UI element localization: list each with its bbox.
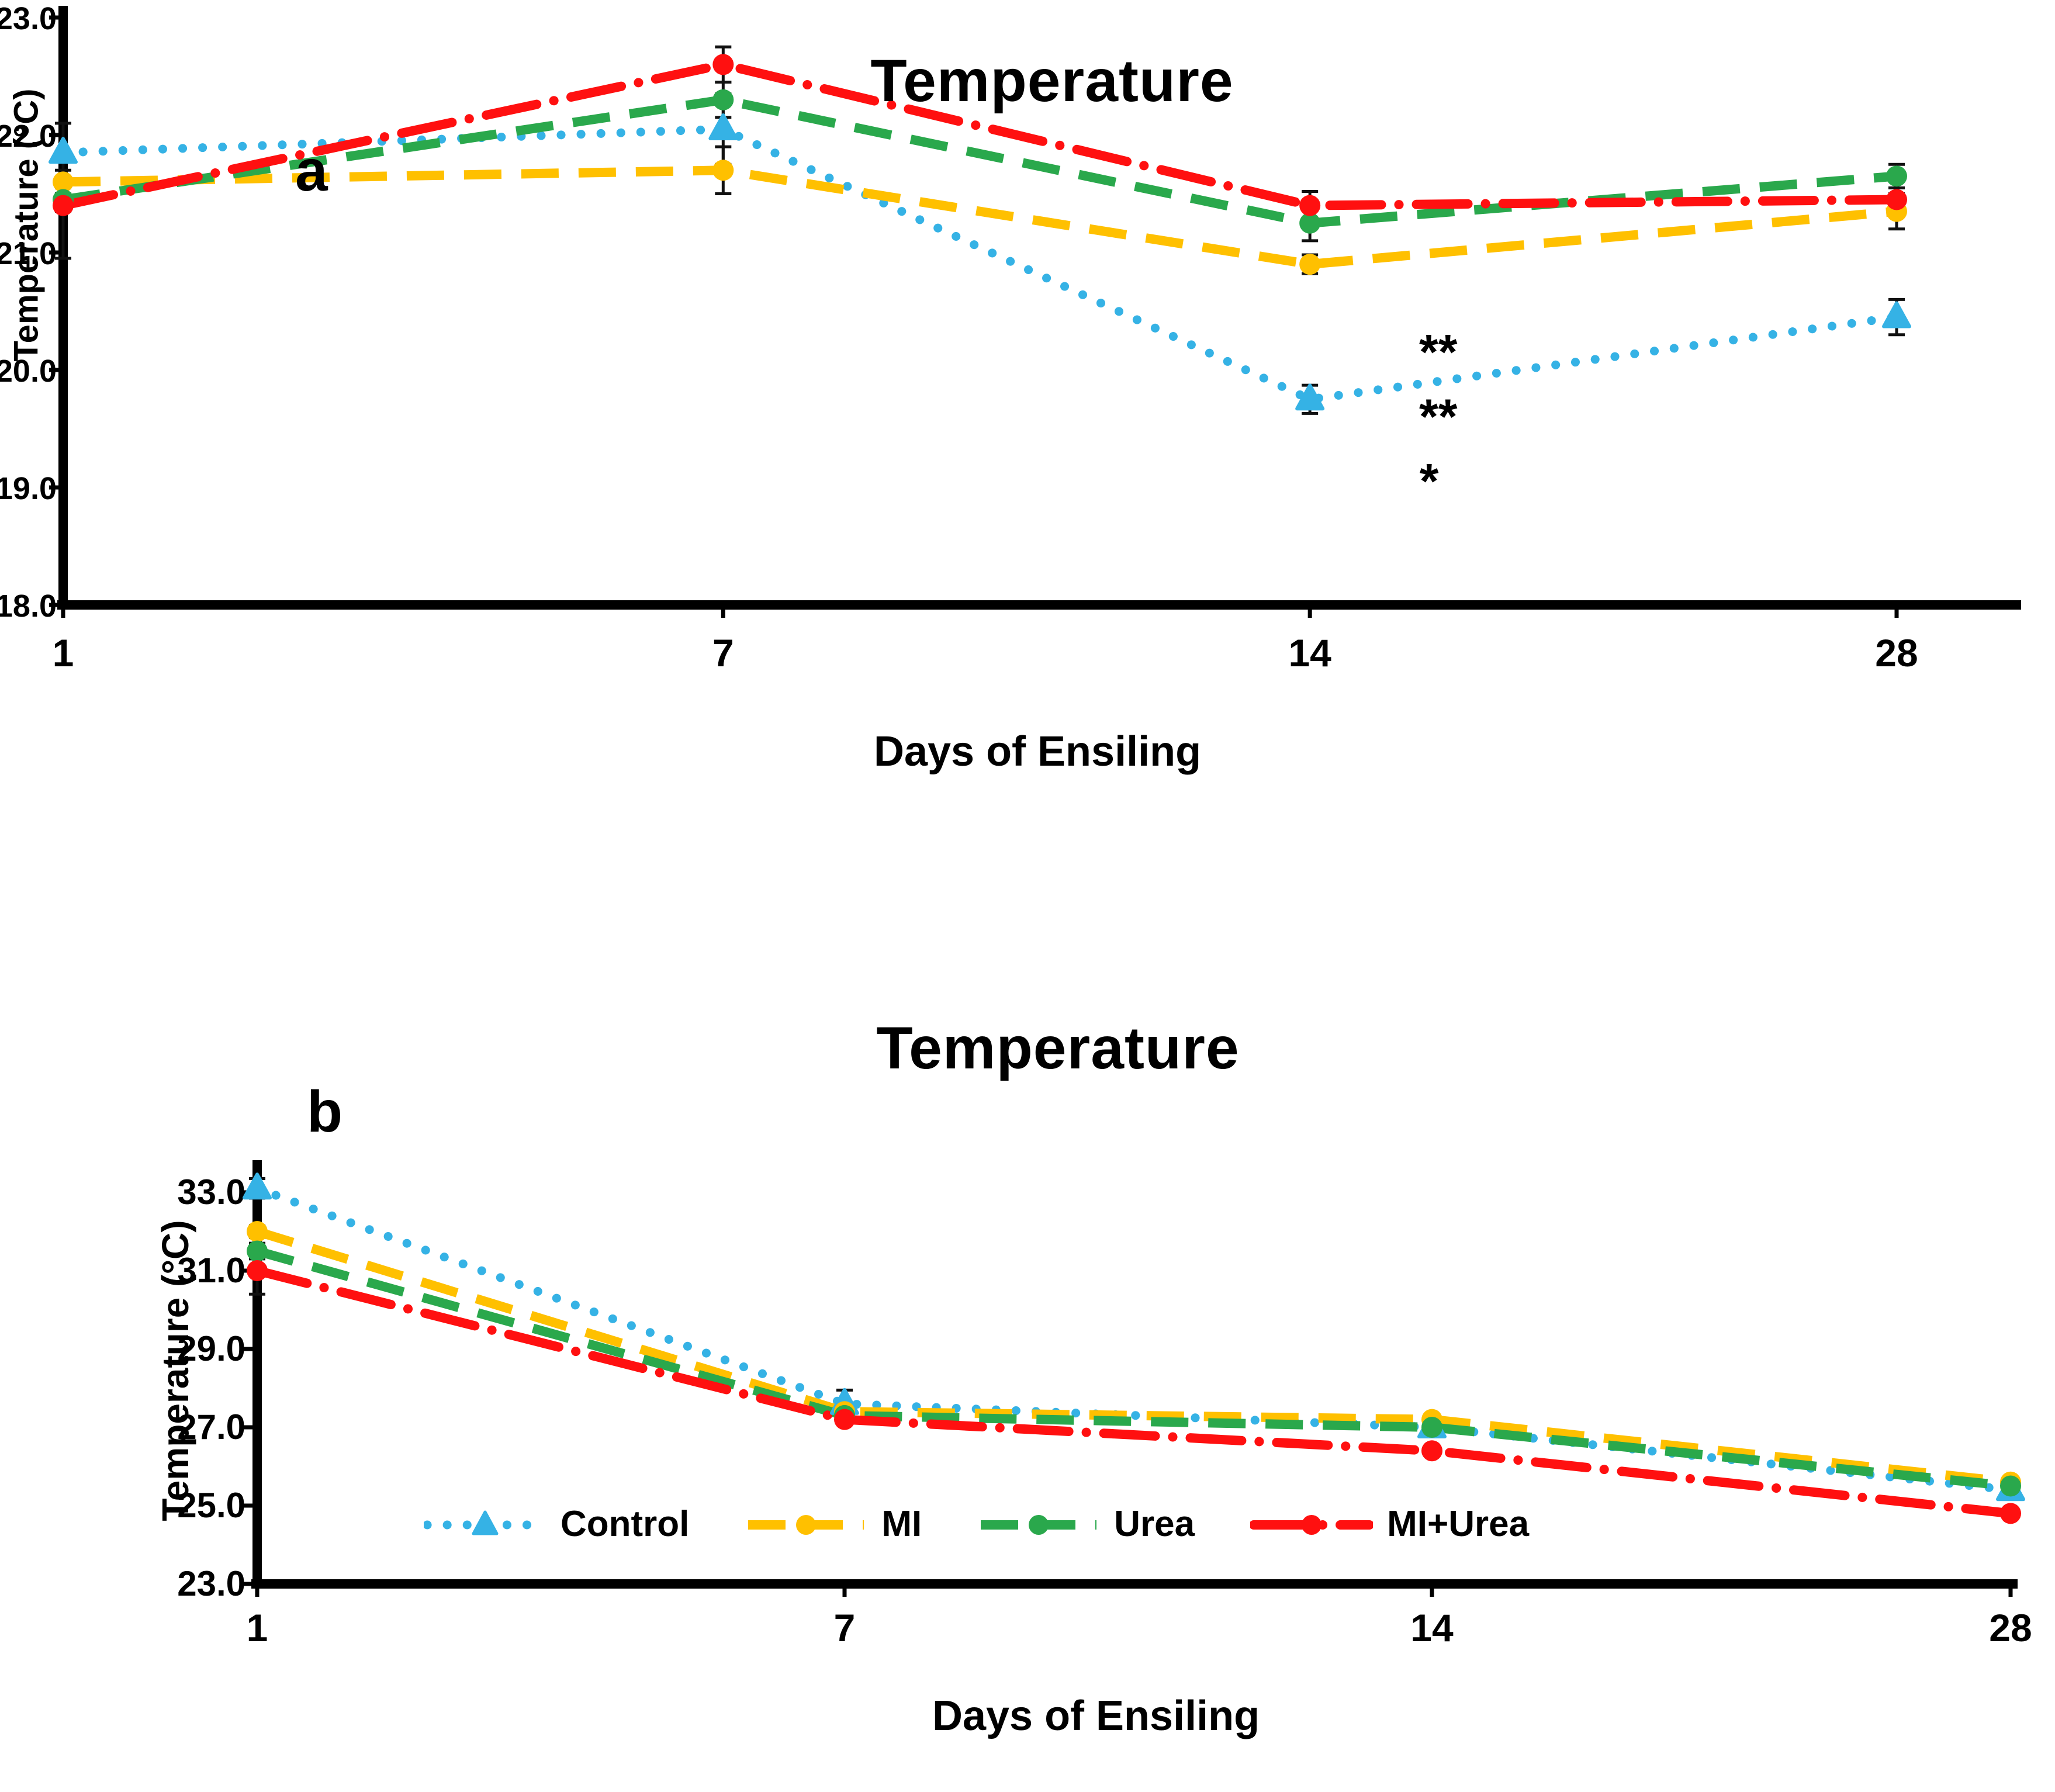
svg-text:28: 28	[1989, 1606, 2032, 1649]
legend-label-mi: MI	[881, 1504, 922, 1544]
chart-b-x-axis-label: Days of Ensiling	[932, 1693, 1260, 1739]
chart-a-x-axis-label: Days of Ensiling	[873, 728, 1202, 775]
legend: Control MI Urea MI+Urea	[423, 1503, 1530, 1545]
svg-text:**: **	[1419, 324, 1458, 379]
svg-text:14: 14	[1410, 1606, 1454, 1649]
panel-b-label: b	[307, 1079, 343, 1144]
svg-text:7: 7	[712, 631, 734, 674]
svg-text:14: 14	[1288, 631, 1331, 674]
chart-b-plot: 33.0 31.0 29.0 27.0 25.0 23.0 1 7 14 28	[0, 1140, 2055, 1669]
svg-text:27.0: 27.0	[177, 1407, 245, 1447]
legend-item-control: Control	[423, 1503, 690, 1545]
svg-text:25.0: 25.0	[177, 1486, 245, 1525]
legend-label-mi-urea: MI+Urea	[1387, 1504, 1530, 1544]
svg-text:20.0: 20.0	[0, 354, 57, 389]
svg-text:23.0: 23.0	[0, 1, 57, 36]
svg-text:33.0: 33.0	[177, 1172, 245, 1212]
svg-text:**: **	[1419, 389, 1458, 444]
svg-text:21.0: 21.0	[0, 236, 57, 271]
svg-text:1: 1	[247, 1606, 268, 1649]
legend-item-mi: MI	[745, 1503, 922, 1545]
chart-a-title: Temperature	[870, 47, 1234, 114]
legend-label-urea: Urea	[1114, 1504, 1195, 1544]
mi-line-sample-icon	[745, 1504, 867, 1545]
svg-text:19.0: 19.0	[0, 471, 57, 506]
legend-item-mi-urea: MI+Urea	[1249, 1503, 1530, 1545]
chart-b-y-axis-label: Temperature (°C)	[154, 1220, 196, 1521]
mi-urea-line-sample-icon	[1249, 1504, 1375, 1545]
legend-item-urea: Urea	[977, 1503, 1195, 1545]
urea-line-sample-icon	[977, 1504, 1100, 1545]
svg-text:23.0: 23.0	[177, 1564, 245, 1603]
svg-text:*: *	[1420, 454, 1439, 508]
control-line-sample-icon	[423, 1504, 548, 1545]
svg-text:7: 7	[834, 1606, 856, 1649]
svg-text:31.0: 31.0	[177, 1251, 245, 1290]
svg-text:22.0: 22.0	[0, 119, 57, 154]
chart-a-y-axis-label: Temperature (°C)	[7, 88, 46, 362]
panel-a-label: a	[295, 138, 328, 203]
svg-text:1: 1	[53, 631, 74, 674]
svg-text:28: 28	[1875, 631, 1918, 674]
svg-text:29.0: 29.0	[177, 1329, 245, 1368]
chart-b-title: Temperature	[876, 1015, 1240, 1081]
legend-label-control: Control	[561, 1504, 690, 1544]
svg-text:18.0: 18.0	[0, 589, 57, 624]
chart-a-plot: 23.0 22.0 21.0 20.0 19.0 18.0 1 7 14 28 ** ** *	[0, 0, 2055, 734]
